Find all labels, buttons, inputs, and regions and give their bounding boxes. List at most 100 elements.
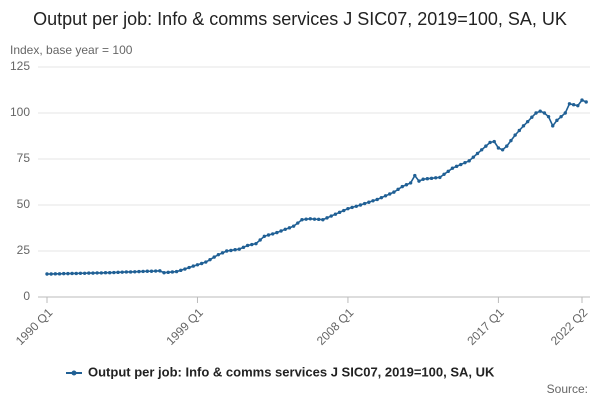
data-point [116, 270, 120, 275]
data-point [49, 272, 53, 276]
data-point [438, 175, 442, 180]
data-point [354, 204, 358, 208]
data-point [546, 114, 551, 119]
data-point [421, 177, 425, 181]
data-point [396, 187, 400, 192]
series-line [47, 99, 587, 275]
data-point [450, 166, 455, 170]
data-point [141, 269, 145, 274]
data-point [571, 103, 576, 107]
data-point [82, 271, 87, 275]
data-point [174, 269, 179, 274]
data-point [417, 179, 421, 183]
data-point [505, 144, 509, 148]
data-point [241, 245, 246, 250]
legend-label: Output per job: Info & comms services J … [88, 364, 495, 379]
data-point [500, 148, 505, 152]
data-point [95, 271, 99, 275]
data-point [316, 217, 321, 222]
data-point [275, 230, 279, 235]
data-point [383, 194, 388, 198]
data-point [400, 184, 404, 189]
data-point [300, 218, 304, 222]
data-point [509, 138, 513, 143]
data-point [551, 124, 555, 128]
data-point [78, 271, 83, 275]
data-point [103, 271, 108, 275]
data-point [107, 271, 112, 275]
data-point [329, 214, 333, 218]
data-point [525, 119, 530, 124]
data-point [521, 124, 526, 128]
y-tick-label: 125 [10, 59, 30, 73]
data-point [124, 270, 129, 274]
data-point [158, 269, 162, 273]
data-point [250, 242, 254, 247]
data-point [408, 181, 413, 185]
data-point [371, 199, 375, 203]
data-point [153, 269, 158, 273]
data-point [350, 205, 354, 210]
data-point [463, 160, 467, 165]
data-point [245, 243, 250, 248]
data-point [233, 248, 237, 252]
data-point [333, 212, 338, 216]
data-point [291, 224, 296, 228]
data-point [342, 208, 346, 213]
data-point [199, 261, 204, 266]
data-point [66, 271, 70, 276]
data-point [325, 216, 329, 220]
data-point [258, 238, 262, 242]
data-point [112, 270, 116, 275]
chart-title: Output per job: Info & comms services J … [33, 9, 567, 29]
data-point [99, 271, 104, 275]
data-point [467, 159, 471, 163]
data-point [166, 270, 170, 275]
y-axis-label: Index, base year = 100 [10, 43, 133, 57]
data-point [262, 234, 267, 238]
x-tick-label: 1999 Q1 [163, 305, 206, 348]
data-point [279, 229, 283, 233]
data-point [271, 232, 275, 236]
data-point [404, 183, 409, 187]
data-point [517, 128, 522, 133]
data-point [128, 270, 133, 274]
data-point [530, 115, 534, 119]
data-point [379, 195, 384, 200]
data-point [229, 248, 233, 253]
data-point [362, 201, 367, 206]
data-point [74, 271, 78, 276]
data-point [358, 203, 363, 207]
data-point [471, 155, 476, 159]
data-point [70, 271, 74, 276]
data-point [212, 255, 216, 259]
x-tick-label: 2008 Q1 [314, 305, 357, 348]
data-point [496, 146, 501, 150]
data-point [429, 176, 434, 181]
data-point [149, 269, 154, 273]
data-point [484, 144, 488, 148]
data-point [204, 260, 208, 264]
data-point [479, 148, 484, 152]
data-point [237, 247, 241, 251]
x-tick-label: 2017 Q1 [464, 305, 507, 348]
data-point [283, 227, 287, 231]
y-tick-label: 50 [17, 197, 31, 211]
data-point [87, 271, 91, 275]
y-tick-label: 0 [23, 289, 30, 303]
data-point [538, 109, 542, 113]
data-point [133, 270, 137, 274]
data-point [62, 271, 66, 276]
data-point [208, 257, 212, 262]
data-point [367, 200, 371, 204]
y-tick-label: 100 [10, 105, 30, 119]
data-point [425, 176, 430, 181]
data-point [555, 118, 559, 123]
data-point [321, 218, 325, 222]
data-point [488, 140, 492, 145]
data-point [179, 268, 183, 273]
data-point [137, 269, 141, 274]
data-point [225, 249, 229, 253]
data-point [576, 103, 580, 108]
